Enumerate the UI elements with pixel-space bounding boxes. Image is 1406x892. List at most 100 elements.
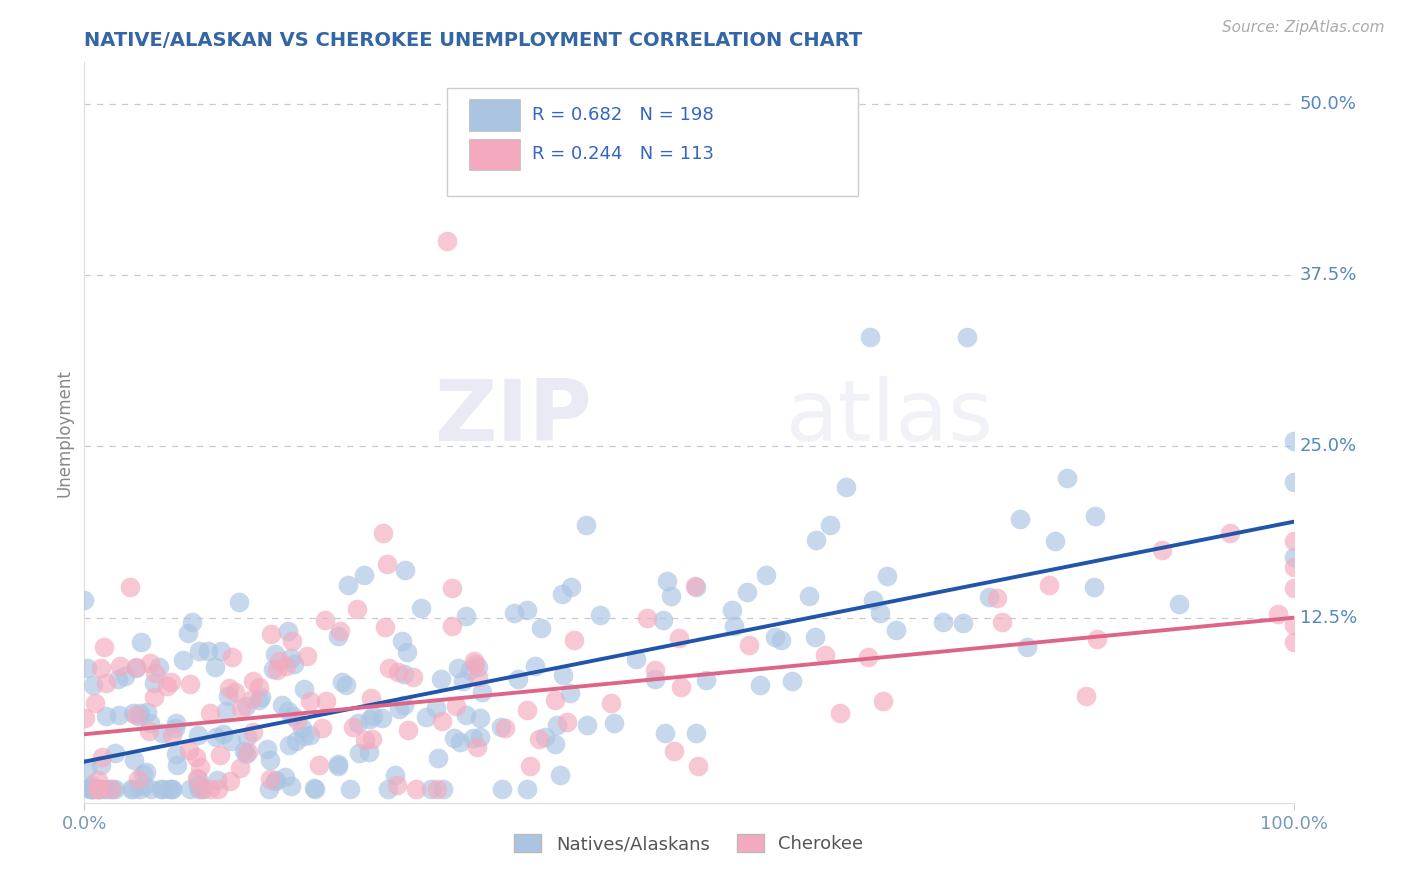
Point: [211, 727, 233, 741]
Point: [1083, 580, 1105, 594]
Point: [188, 782, 211, 797]
Point: [229, 760, 252, 774]
Point: [818, 518, 841, 533]
Point: [869, 606, 891, 620]
Point: [87, 773, 110, 788]
Point: [991, 615, 1014, 629]
Point: [280, 779, 302, 793]
Point: [224, 684, 246, 698]
Point: [124, 708, 146, 723]
Point: [402, 670, 425, 684]
Point: [314, 613, 336, 627]
Point: [1282, 560, 1305, 574]
Point: [454, 608, 477, 623]
Point: [242, 692, 264, 706]
Point: [394, 564, 416, 578]
Point: [377, 782, 399, 797]
Point: [1056, 471, 1078, 485]
Point: [143, 690, 166, 705]
Point: [347, 746, 370, 760]
Point: [463, 654, 485, 668]
Point: [124, 661, 146, 675]
Point: [491, 782, 513, 797]
Point: [835, 480, 858, 494]
Point: [420, 782, 443, 797]
Point: [267, 655, 290, 669]
Point: [415, 710, 437, 724]
Point: [150, 782, 173, 797]
FancyBboxPatch shape: [468, 138, 520, 169]
Point: [180, 615, 202, 629]
Point: [884, 624, 907, 638]
Point: [575, 718, 598, 732]
Point: [432, 782, 454, 797]
Point: [1282, 581, 1305, 595]
Point: [260, 627, 283, 641]
Point: [589, 607, 612, 622]
Point: [76, 761, 98, 775]
Point: [193, 782, 215, 797]
Point: [546, 718, 568, 732]
Point: [311, 721, 333, 735]
Point: [298, 694, 321, 708]
Point: [204, 660, 226, 674]
Point: [391, 633, 413, 648]
Point: [723, 619, 745, 633]
Point: [685, 580, 707, 594]
Point: [285, 734, 308, 748]
Point: [326, 759, 349, 773]
Point: [551, 668, 574, 682]
Point: [1282, 635, 1305, 649]
Point: [749, 678, 772, 692]
Point: [353, 567, 375, 582]
Point: [118, 580, 141, 594]
Text: Source: ZipAtlas.com: Source: ZipAtlas.com: [1222, 20, 1385, 35]
Point: [132, 779, 155, 793]
Point: [430, 672, 453, 686]
Point: [388, 702, 411, 716]
Point: [257, 782, 280, 797]
Point: [533, 730, 555, 744]
Point: [354, 732, 377, 747]
Point: [872, 694, 894, 708]
Point: [396, 723, 419, 737]
Point: [440, 619, 463, 633]
Point: [87, 782, 110, 797]
Point: [411, 600, 433, 615]
Point: [468, 730, 491, 744]
Point: [114, 668, 136, 682]
Point: [187, 729, 209, 743]
Point: [132, 767, 155, 781]
Point: [209, 644, 232, 658]
Point: [217, 689, 239, 703]
Point: [1282, 434, 1305, 449]
Point: [463, 731, 485, 745]
Point: [548, 767, 571, 781]
Point: [264, 772, 287, 787]
Point: [82, 678, 104, 692]
Point: [346, 601, 368, 615]
Point: [242, 725, 264, 739]
Point: [256, 741, 278, 756]
Point: [108, 658, 131, 673]
Point: [956, 329, 979, 343]
Point: [328, 756, 350, 771]
Point: [979, 590, 1001, 604]
Point: [79, 782, 101, 797]
Point: [755, 567, 778, 582]
Point: [160, 674, 183, 689]
Point: [165, 747, 187, 761]
Point: [425, 700, 447, 714]
Point: [233, 744, 256, 758]
Point: [235, 730, 257, 744]
Point: [259, 772, 281, 787]
Point: [524, 659, 547, 673]
Point: [530, 621, 553, 635]
Point: [668, 631, 690, 645]
Point: [468, 711, 491, 725]
Point: [73, 593, 96, 607]
Point: [302, 781, 325, 796]
Point: [90, 758, 112, 772]
Point: [80, 780, 103, 794]
Point: [82, 782, 104, 797]
